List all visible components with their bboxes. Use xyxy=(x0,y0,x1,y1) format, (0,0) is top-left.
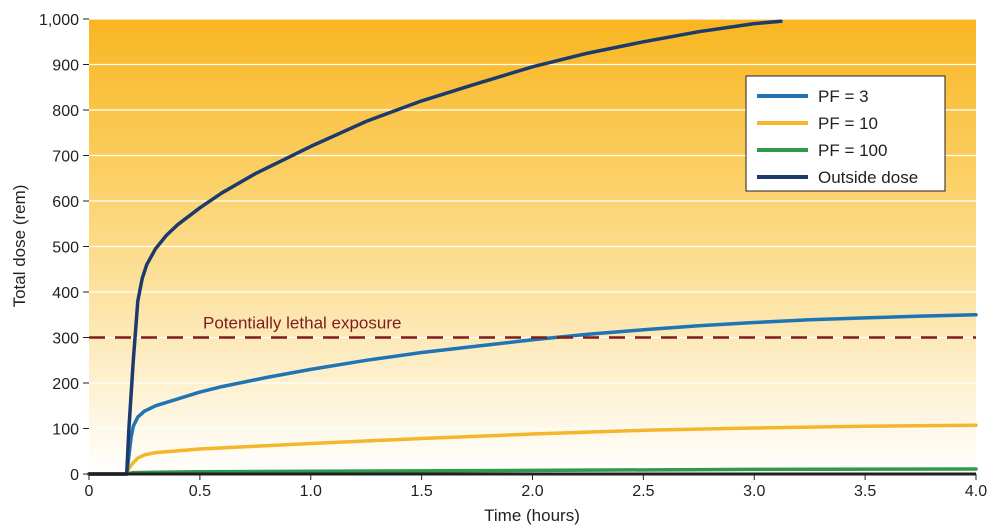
x-tick-label: 1.0 xyxy=(300,483,322,500)
y-tick-label: 500 xyxy=(52,240,79,257)
x-tick-label: 2.0 xyxy=(521,483,543,500)
x-tick-label: 4.0 xyxy=(965,483,987,500)
lethal-exposure-label: Potentially lethal exposure xyxy=(203,314,401,333)
legend-label-outside-dose: Outside dose xyxy=(818,168,918,187)
y-axis-label: Total dose (rem) xyxy=(10,185,29,308)
x-tick-label: 3.5 xyxy=(854,483,876,500)
x-axis-label: Time (hours) xyxy=(484,506,580,525)
legend-label-pf-100: PF = 100 xyxy=(818,141,887,160)
legend: PF = 3 PF = 10 PF = 100 Outside dose xyxy=(745,75,946,192)
y-tick-label: 400 xyxy=(52,285,79,302)
x-tick-label: 0 xyxy=(85,483,94,500)
legend-label-pf-10: PF = 10 xyxy=(818,114,878,133)
y-tick-label: 600 xyxy=(52,194,79,211)
x-tick-label: 0.5 xyxy=(189,483,211,500)
y-axis-ticks: 0 100 200 300 400 500 600 700 800 900 1,000 xyxy=(39,12,89,484)
y-tick-label: 0 xyxy=(70,467,79,484)
x-axis-ticks: 0 0.5 1.0 1.5 2.0 2.5 3.0 3.5 4.0 xyxy=(85,474,987,500)
y-tick-label: 1,000 xyxy=(39,12,79,29)
series-line-pf-10 xyxy=(87,423,978,476)
series-line-outside-dose xyxy=(87,19,783,476)
x-tick-label: 3.0 xyxy=(743,483,765,500)
y-tick-label: 300 xyxy=(52,331,79,348)
y-tick-label: 200 xyxy=(52,376,79,393)
y-tick-label: 700 xyxy=(52,149,79,166)
y-tick-label: 900 xyxy=(52,58,79,75)
y-tick-label: 800 xyxy=(52,103,79,120)
x-tick-label: 2.5 xyxy=(632,483,654,500)
legend-label-pf-3: PF = 3 xyxy=(818,87,869,106)
series-line-pf-3 xyxy=(87,313,978,476)
x-tick-label: 1.5 xyxy=(411,483,433,500)
y-tick-label: 100 xyxy=(52,422,79,439)
